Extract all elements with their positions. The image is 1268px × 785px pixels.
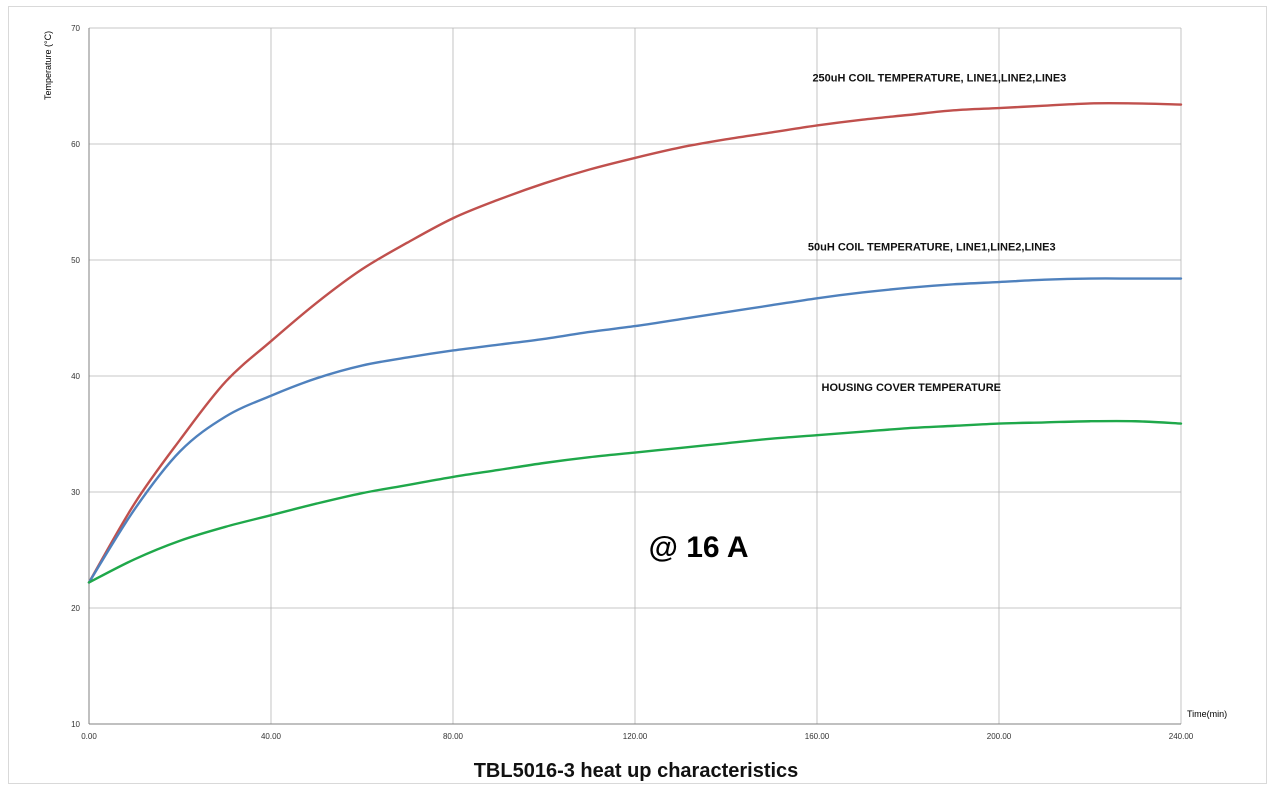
x-tick-label: 160.00 <box>805 732 830 741</box>
series-line-1 <box>87 277 1183 584</box>
series-label-2: HOUSING COVER TEMPERATURE <box>822 382 1001 394</box>
annotations: 250uH COIL TEMPERATURE, LINE1,LINE2,LINE… <box>649 72 1067 564</box>
y-tick-label: 20 <box>71 604 80 613</box>
x-tick-label: 200.00 <box>987 732 1012 741</box>
x-tick-label: 0.00 <box>81 732 97 741</box>
x-tick-labels: 0.00 40.00 80.00 120.00 160.00 200.00 240.00 <box>81 732 1194 741</box>
y-tick-label: 40 <box>71 372 80 381</box>
axes <box>88 28 1181 725</box>
chart-title: TBL5016-3 heat up characteristics <box>474 760 799 782</box>
y-tick-label: 10 <box>71 720 80 729</box>
x-tick-label: 80.00 <box>443 732 464 741</box>
current-annotation: @ 16 A <box>649 531 749 564</box>
y-tick-label: 50 <box>71 256 80 265</box>
x-axis-label: Time(min) <box>1187 709 1227 719</box>
y-tick-label: 60 <box>71 140 80 149</box>
y-axis-label: Temperature (°C) <box>43 31 53 100</box>
series-line-2 <box>87 419 1183 584</box>
y-tick-label: 30 <box>71 488 80 497</box>
series-label-1: 50uH COIL TEMPERATURE, LINE1,LINE2,LINE3 <box>808 242 1056 254</box>
x-tick-label: 240.00 <box>1169 732 1194 741</box>
x-tick-label: 40.00 <box>261 732 282 741</box>
series-line-0 <box>87 101 1183 584</box>
series-label-0: 250uH COIL TEMPERATURE, LINE1,LINE2,LINE… <box>812 72 1066 84</box>
y-tick-labels: 10 20 30 40 50 60 70 <box>71 24 80 729</box>
y-tick-label: 70 <box>71 24 80 33</box>
gridlines <box>88 27 1182 725</box>
chart-border <box>8 6 1267 784</box>
series-lines <box>87 101 1183 584</box>
x-tick-label: 120.00 <box>623 732 648 741</box>
